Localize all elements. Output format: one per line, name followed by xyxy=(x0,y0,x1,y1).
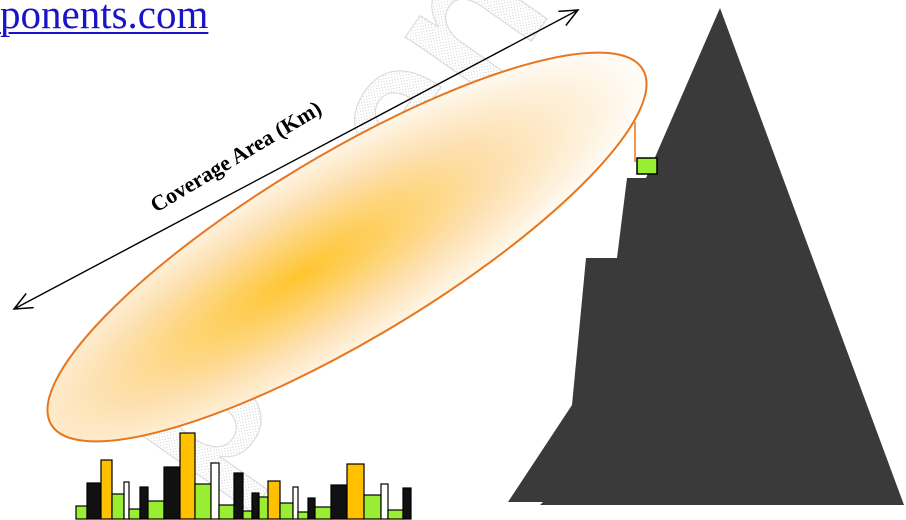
building xyxy=(179,432,196,520)
building xyxy=(307,497,316,520)
building xyxy=(194,483,212,520)
building xyxy=(387,509,404,520)
building xyxy=(279,502,294,520)
building xyxy=(330,484,348,520)
building xyxy=(233,472,244,520)
building xyxy=(100,459,113,520)
building xyxy=(292,486,299,520)
building xyxy=(123,481,130,520)
building xyxy=(86,482,102,520)
building xyxy=(258,496,269,520)
building xyxy=(139,486,149,520)
building xyxy=(363,494,382,520)
building xyxy=(111,493,125,520)
mountain xyxy=(508,8,904,505)
building xyxy=(218,504,235,520)
building xyxy=(75,505,88,520)
building xyxy=(346,463,365,520)
city-buildings xyxy=(75,432,412,520)
building xyxy=(380,483,389,520)
transmitter-box xyxy=(636,157,658,175)
building xyxy=(251,492,260,520)
building xyxy=(314,506,332,520)
coverage-arrow xyxy=(12,9,580,310)
building xyxy=(210,462,220,520)
building xyxy=(242,510,253,520)
building xyxy=(297,511,309,520)
building xyxy=(128,508,141,520)
building xyxy=(402,487,412,520)
building xyxy=(147,500,165,520)
building xyxy=(163,466,181,520)
building xyxy=(267,480,281,520)
